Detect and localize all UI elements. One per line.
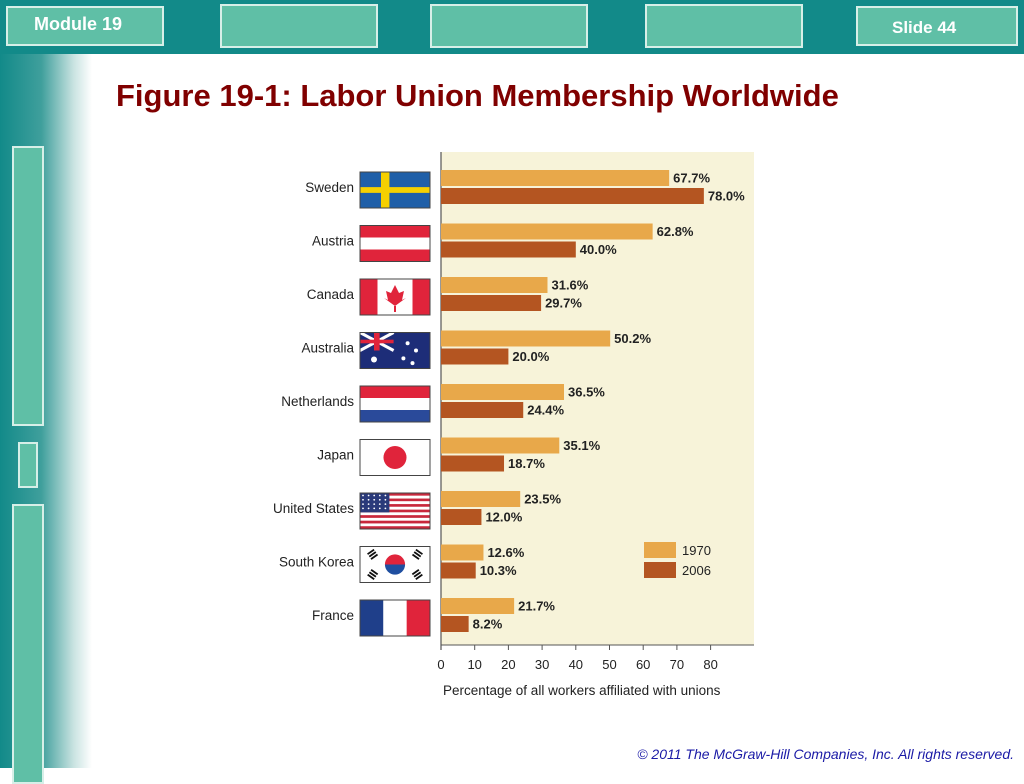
- japan-flag-icon: [359, 439, 431, 476]
- bar-1970: [441, 437, 560, 454]
- bar-2006: [441, 562, 476, 579]
- side-tab: [18, 442, 38, 488]
- side-tab: [12, 504, 44, 784]
- module-label: Module 19: [34, 14, 123, 34]
- france-flag-icon: [359, 599, 431, 637]
- data-label: 8.2%: [473, 617, 503, 632]
- data-label: 36.5%: [568, 385, 605, 400]
- legend-swatch-2006: [644, 562, 676, 578]
- category-label: Austria: [312, 234, 355, 249]
- category-label: Australia: [301, 341, 354, 356]
- data-label: 35.1%: [563, 438, 600, 453]
- legend-label: 2006: [682, 563, 711, 578]
- bar-2006: [441, 616, 469, 632]
- bar-1970: [441, 598, 515, 614]
- x-tick-label: 50: [602, 657, 616, 672]
- category-label: Sweden: [305, 180, 354, 195]
- module-tab: [6, 6, 164, 46]
- data-label: 31.6%: [551, 278, 588, 293]
- austria-flag-icon: [359, 225, 431, 262]
- bar-1970: [441, 223, 653, 240]
- bar-1970: [441, 491, 521, 507]
- south-korea-flag-icon: [359, 546, 431, 583]
- australia-flag-icon: [359, 331, 431, 369]
- x-tick-label: 0: [437, 657, 444, 672]
- bar-2006: [441, 402, 524, 418]
- bar-1970: [441, 277, 548, 293]
- header-tab: [645, 4, 803, 48]
- data-label: 18.7%: [508, 456, 545, 471]
- left-band: [0, 54, 92, 784]
- netherlands-flag-icon: [359, 385, 431, 423]
- bar-2006: [441, 348, 509, 365]
- bar-2006: [441, 241, 576, 258]
- data-label: 23.5%: [524, 492, 561, 507]
- data-label: 12.0%: [485, 510, 522, 525]
- data-label: 50.2%: [614, 331, 651, 346]
- bar-1970: [441, 170, 670, 186]
- header-tab: [430, 4, 588, 48]
- header-band: Module 19 Slide 44: [0, 0, 1024, 54]
- x-tick-label: 10: [467, 657, 481, 672]
- bar-1970: [441, 384, 565, 400]
- data-label: 21.7%: [518, 599, 555, 614]
- category-label: Canada: [307, 287, 355, 302]
- union-membership-chart: Sweden 67.7% 78.0% Austria 62.8% 40.0% Canada 3…: [273, 152, 754, 698]
- bar-2006: [441, 188, 704, 204]
- bar-2006: [441, 455, 505, 472]
- canada-flag-icon: [359, 278, 431, 316]
- data-label: 78.0%: [708, 189, 745, 204]
- slide-tab: [856, 6, 1018, 46]
- legend-swatch-1970: [644, 542, 676, 558]
- category-label: France: [312, 608, 354, 623]
- legend-label: 1970: [682, 543, 711, 558]
- bar-2006: [441, 295, 542, 311]
- copyright-notice: © 2011 The McGraw-Hill Companies, Inc. A…: [637, 746, 1014, 762]
- header-tab: [220, 4, 378, 48]
- united-states-flag-icon: [359, 492, 431, 530]
- side-tab: [12, 146, 44, 426]
- category-label: United States: [273, 501, 354, 516]
- slide-number: Slide 44: [892, 18, 957, 37]
- data-label: 40.0%: [580, 242, 617, 257]
- x-axis-label: Percentage of all workers affiliated wit…: [443, 683, 721, 698]
- bar-2006: [441, 509, 482, 525]
- x-tick-label: 60: [636, 657, 650, 672]
- data-label: 24.4%: [527, 403, 564, 418]
- slide-title: Figure 19-1: Labor Union Membership Worl…: [116, 78, 839, 113]
- bar-1970: [441, 330, 611, 347]
- data-label: 10.3%: [480, 563, 517, 578]
- data-label: 62.8%: [657, 224, 694, 239]
- x-tick-label: 30: [535, 657, 549, 672]
- x-tick-label: 70: [670, 657, 684, 672]
- data-label: 29.7%: [545, 296, 582, 311]
- x-tick-label: 20: [501, 657, 515, 672]
- data-label: 12.6%: [487, 545, 524, 560]
- sweden-flag-icon: [359, 171, 431, 209]
- category-label: Japan: [317, 448, 354, 463]
- data-label: 20.0%: [512, 349, 549, 364]
- bar-1970: [441, 544, 484, 561]
- category-label: South Korea: [279, 555, 355, 570]
- x-tick-label: 80: [703, 657, 717, 672]
- category-label: Netherlands: [281, 394, 354, 409]
- x-tick-label: 40: [569, 657, 583, 672]
- data-label: 67.7%: [673, 171, 710, 186]
